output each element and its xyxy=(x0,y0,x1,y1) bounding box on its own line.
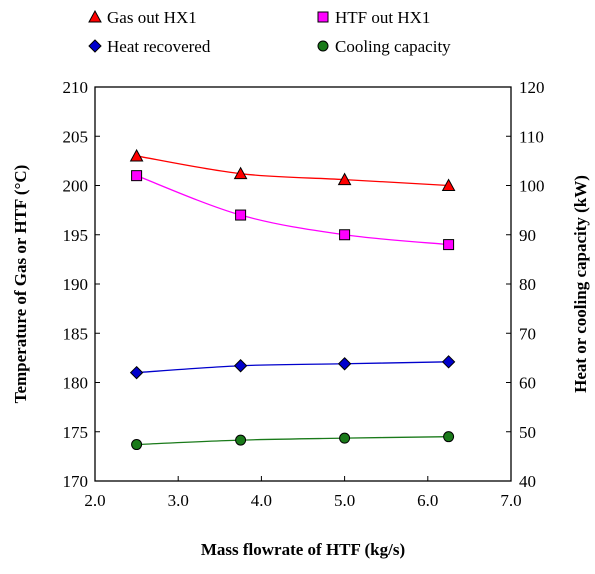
right-tick-label: 100 xyxy=(519,177,545,196)
plot-area xyxy=(94,86,512,482)
left-tick-label: 210 xyxy=(63,78,89,97)
data-point-2 xyxy=(235,209,247,221)
right-axis-title: Heat or cooling capacity (kW) xyxy=(571,175,590,393)
data-point-3 xyxy=(441,355,456,369)
legend-marker-4 xyxy=(317,40,329,52)
x-axis: 2.0 3.0 4.0 5.0 6.0 7.0 xyxy=(84,476,522,510)
data-point-1 xyxy=(233,166,248,180)
x-axis-title: Mass flowrate of HTF (kg/s) xyxy=(201,540,405,559)
data-point-4 xyxy=(339,432,351,444)
data-point-2 xyxy=(131,170,143,182)
data-point-3 xyxy=(337,357,352,371)
data-point-1 xyxy=(129,148,144,162)
legend: Gas out HX1 HTF out HX1 Heat recovered Cool… xyxy=(88,8,451,56)
left-tick-label: 175 xyxy=(63,423,89,442)
right-tick-label: 110 xyxy=(519,127,544,146)
series-line-3 xyxy=(136,361,449,374)
right-tick-label: 80 xyxy=(519,275,536,294)
data-point-3 xyxy=(129,365,144,380)
legend-label-4: Cooling capacity xyxy=(335,37,451,56)
data-point-3 xyxy=(233,359,248,373)
legend-label-2: HTF out HX1 xyxy=(335,8,430,27)
data-point-4 xyxy=(443,431,455,443)
right-tick-label: 50 xyxy=(519,423,536,442)
left-axis: 170 175 180 185 190 195 200 205 210 xyxy=(63,78,100,491)
data-point-1 xyxy=(337,172,352,186)
right-axis: 40 50 60 70 80 90 100 110 120 xyxy=(506,78,545,491)
legend-marker-1 xyxy=(88,9,102,23)
x-tick-label: 6.0 xyxy=(417,491,438,510)
right-tick-label: 40 xyxy=(519,472,536,491)
legend-marker-3 xyxy=(88,39,102,53)
series-line-1 xyxy=(136,155,449,187)
legend-marker-2 xyxy=(317,11,329,23)
right-tick-label: 70 xyxy=(519,324,536,343)
data-point-4 xyxy=(131,439,143,451)
x-tick-label: 4.0 xyxy=(251,491,272,510)
data-point-4 xyxy=(235,434,247,446)
left-axis-title: Temperature of Gas or HTF (°C) xyxy=(11,165,30,404)
series-lines xyxy=(136,155,449,446)
series-line-2 xyxy=(136,175,449,246)
right-tick-label: 90 xyxy=(519,226,536,245)
x-tick-label: 5.0 xyxy=(334,491,355,510)
left-tick-label: 205 xyxy=(63,127,89,146)
data-point-2 xyxy=(443,239,455,251)
left-tick-label: 180 xyxy=(63,374,89,393)
legend-label-1: Gas out HX1 xyxy=(107,8,197,27)
x-tick-label: 2.0 xyxy=(84,491,105,510)
right-tick-label: 120 xyxy=(519,78,545,97)
x-tick-label: 7.0 xyxy=(500,491,521,510)
data-point-1 xyxy=(441,178,456,191)
right-tick-label: 60 xyxy=(519,374,536,393)
left-tick-label: 200 xyxy=(63,177,89,196)
data-point-2 xyxy=(339,229,351,241)
left-tick-label: 170 xyxy=(63,472,89,491)
legend-label-3: Heat recovered xyxy=(107,37,211,56)
x-tick-label: 3.0 xyxy=(168,491,189,510)
series-markers xyxy=(129,148,456,451)
left-tick-label: 185 xyxy=(63,324,89,343)
series-line-4 xyxy=(136,436,449,446)
left-tick-label: 195 xyxy=(63,226,89,245)
left-tick-label: 190 xyxy=(63,275,89,294)
